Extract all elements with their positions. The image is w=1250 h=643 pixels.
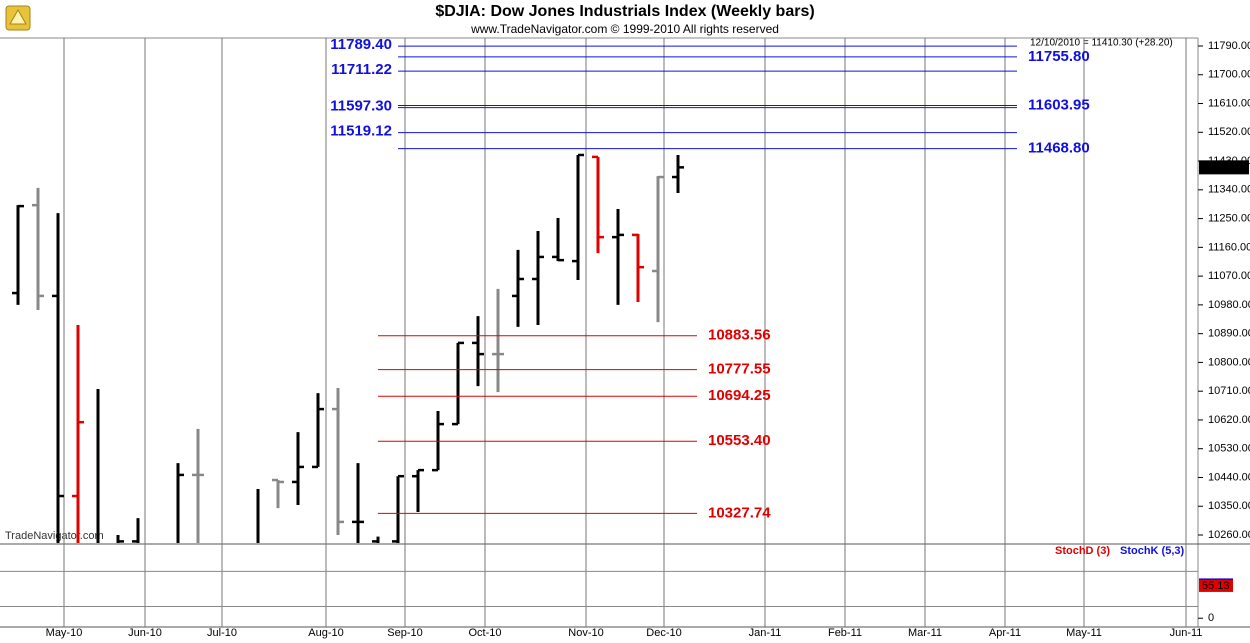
x-tick-label: Nov-10 (568, 627, 603, 639)
level-label: 10694.25 (708, 387, 771, 404)
x-tick-label: Apr-11 (989, 627, 1021, 639)
ohlc-bar (492, 288, 504, 393)
ohlc-bar (572, 153, 584, 280)
y-tick-label: 11700.00 (1208, 69, 1250, 81)
legend-label: StochD (3) (1055, 545, 1110, 557)
ohlc-bar (552, 217, 564, 262)
y-tick-label: 10890.00 (1208, 328, 1250, 340)
ohlc-bar (532, 231, 544, 326)
y-tick-label: 10800.00 (1208, 356, 1250, 368)
ohlc-bar (392, 474, 404, 543)
x-tick-label: Sep-10 (387, 627, 422, 639)
ohlc-bar (72, 325, 84, 543)
ohlc-bar (292, 432, 304, 505)
y-tick-label: 10980.00 (1208, 299, 1250, 311)
ohlc-bar (256, 488, 260, 543)
ohlc-bar (32, 187, 44, 310)
ohlc-bar (512, 249, 524, 327)
ohlc-bar (272, 478, 284, 509)
value-label: 55.13 (1202, 580, 1230, 592)
y-tick-label: 11520.00 (1208, 126, 1250, 138)
y-tick-label: 11610.00 (1208, 97, 1250, 109)
annotation: 12/10/2010 = 11410.30 (+28.20) (1030, 38, 1173, 49)
ohlc-bar (652, 175, 664, 323)
y-tick-label: 10620.00 (1208, 414, 1250, 426)
level-label: 11755.80 (1028, 48, 1090, 65)
watermark: TradeNavigator.com (5, 530, 104, 542)
level-label: 11468.80 (1028, 140, 1090, 157)
ohlc-bar (612, 208, 624, 305)
ohlc-bar (52, 213, 64, 543)
x-tick-label: May-10 (46, 627, 83, 639)
ohlc-bar (452, 341, 464, 426)
y-tick-label: 0 (1208, 612, 1214, 624)
y-tick-label: 10530.00 (1208, 443, 1250, 455)
level-label: 10777.55 (708, 361, 771, 378)
ohlc-bar (372, 536, 380, 543)
ohlc-bar (472, 316, 484, 387)
legend-label: StochK (5,3) (1120, 545, 1185, 557)
ohlc-bar (332, 387, 344, 536)
y-tick-label: 11790.00 (1208, 40, 1250, 52)
y-tick-label: 10350.00 (1208, 500, 1250, 512)
y-tick-label: 10260.00 (1208, 529, 1250, 541)
ohlc-bar (632, 233, 644, 303)
level-label: 11789.40 (330, 36, 392, 53)
ohlc-bar (96, 388, 100, 543)
chart-subtitle: www.TradeNavigator.com © 1999-2010 All r… (470, 22, 779, 36)
ohlc-bar (352, 463, 364, 543)
ohlc-bar (176, 463, 184, 543)
ohlc-bar (132, 518, 140, 543)
ohlc-bar (672, 154, 684, 194)
x-tick-label: Mar-11 (908, 627, 942, 639)
chart-title: $DJIA: Dow Jones Industrials Index (Week… (435, 3, 814, 20)
ohlc-bar (432, 410, 444, 472)
x-tick-label: Jul-10 (207, 627, 237, 639)
last-price-box (1199, 160, 1249, 175)
ohlc-bar (116, 535, 124, 543)
level-label: 11711.22 (331, 61, 392, 78)
level-label: 10883.56 (708, 327, 771, 344)
x-tick-label: Aug-10 (308, 627, 343, 639)
y-tick-label: 11160.00 (1208, 241, 1250, 253)
y-tick-label: 10710.00 (1208, 385, 1250, 397)
x-tick-label: Jun-10 (128, 627, 162, 639)
ohlc-bar (312, 393, 324, 469)
ohlc-bar (12, 204, 24, 305)
y-tick-label: 11340.00 (1208, 184, 1250, 196)
x-tick-label: Oct-10 (468, 627, 501, 639)
x-tick-label: Jun-11 (1170, 627, 1203, 639)
x-tick-label: May-11 (1066, 627, 1102, 639)
level-label: 10553.40 (708, 432, 771, 449)
last-price-label: 11410.30 (1203, 161, 1248, 173)
ohlc-bar (412, 468, 424, 512)
y-tick-label: 11070.00 (1208, 270, 1250, 282)
level-label: 11519.12 (330, 123, 392, 140)
logo (5, 5, 31, 31)
x-tick-label: Jan-11 (749, 627, 782, 639)
ohlc-bar (592, 155, 604, 254)
level-label: 10327.74 (708, 504, 771, 521)
x-tick-label: Feb-11 (828, 627, 862, 639)
level-label: 11603.95 (1028, 96, 1090, 113)
level-label: 11597.30 (330, 98, 392, 115)
y-tick-label: 10440.00 (1208, 471, 1250, 483)
y-tick-label: 11250.00 (1208, 212, 1250, 224)
value-box (1199, 579, 1233, 592)
ohlc-bar (192, 428, 204, 543)
x-tick-label: Dec-10 (646, 627, 681, 639)
